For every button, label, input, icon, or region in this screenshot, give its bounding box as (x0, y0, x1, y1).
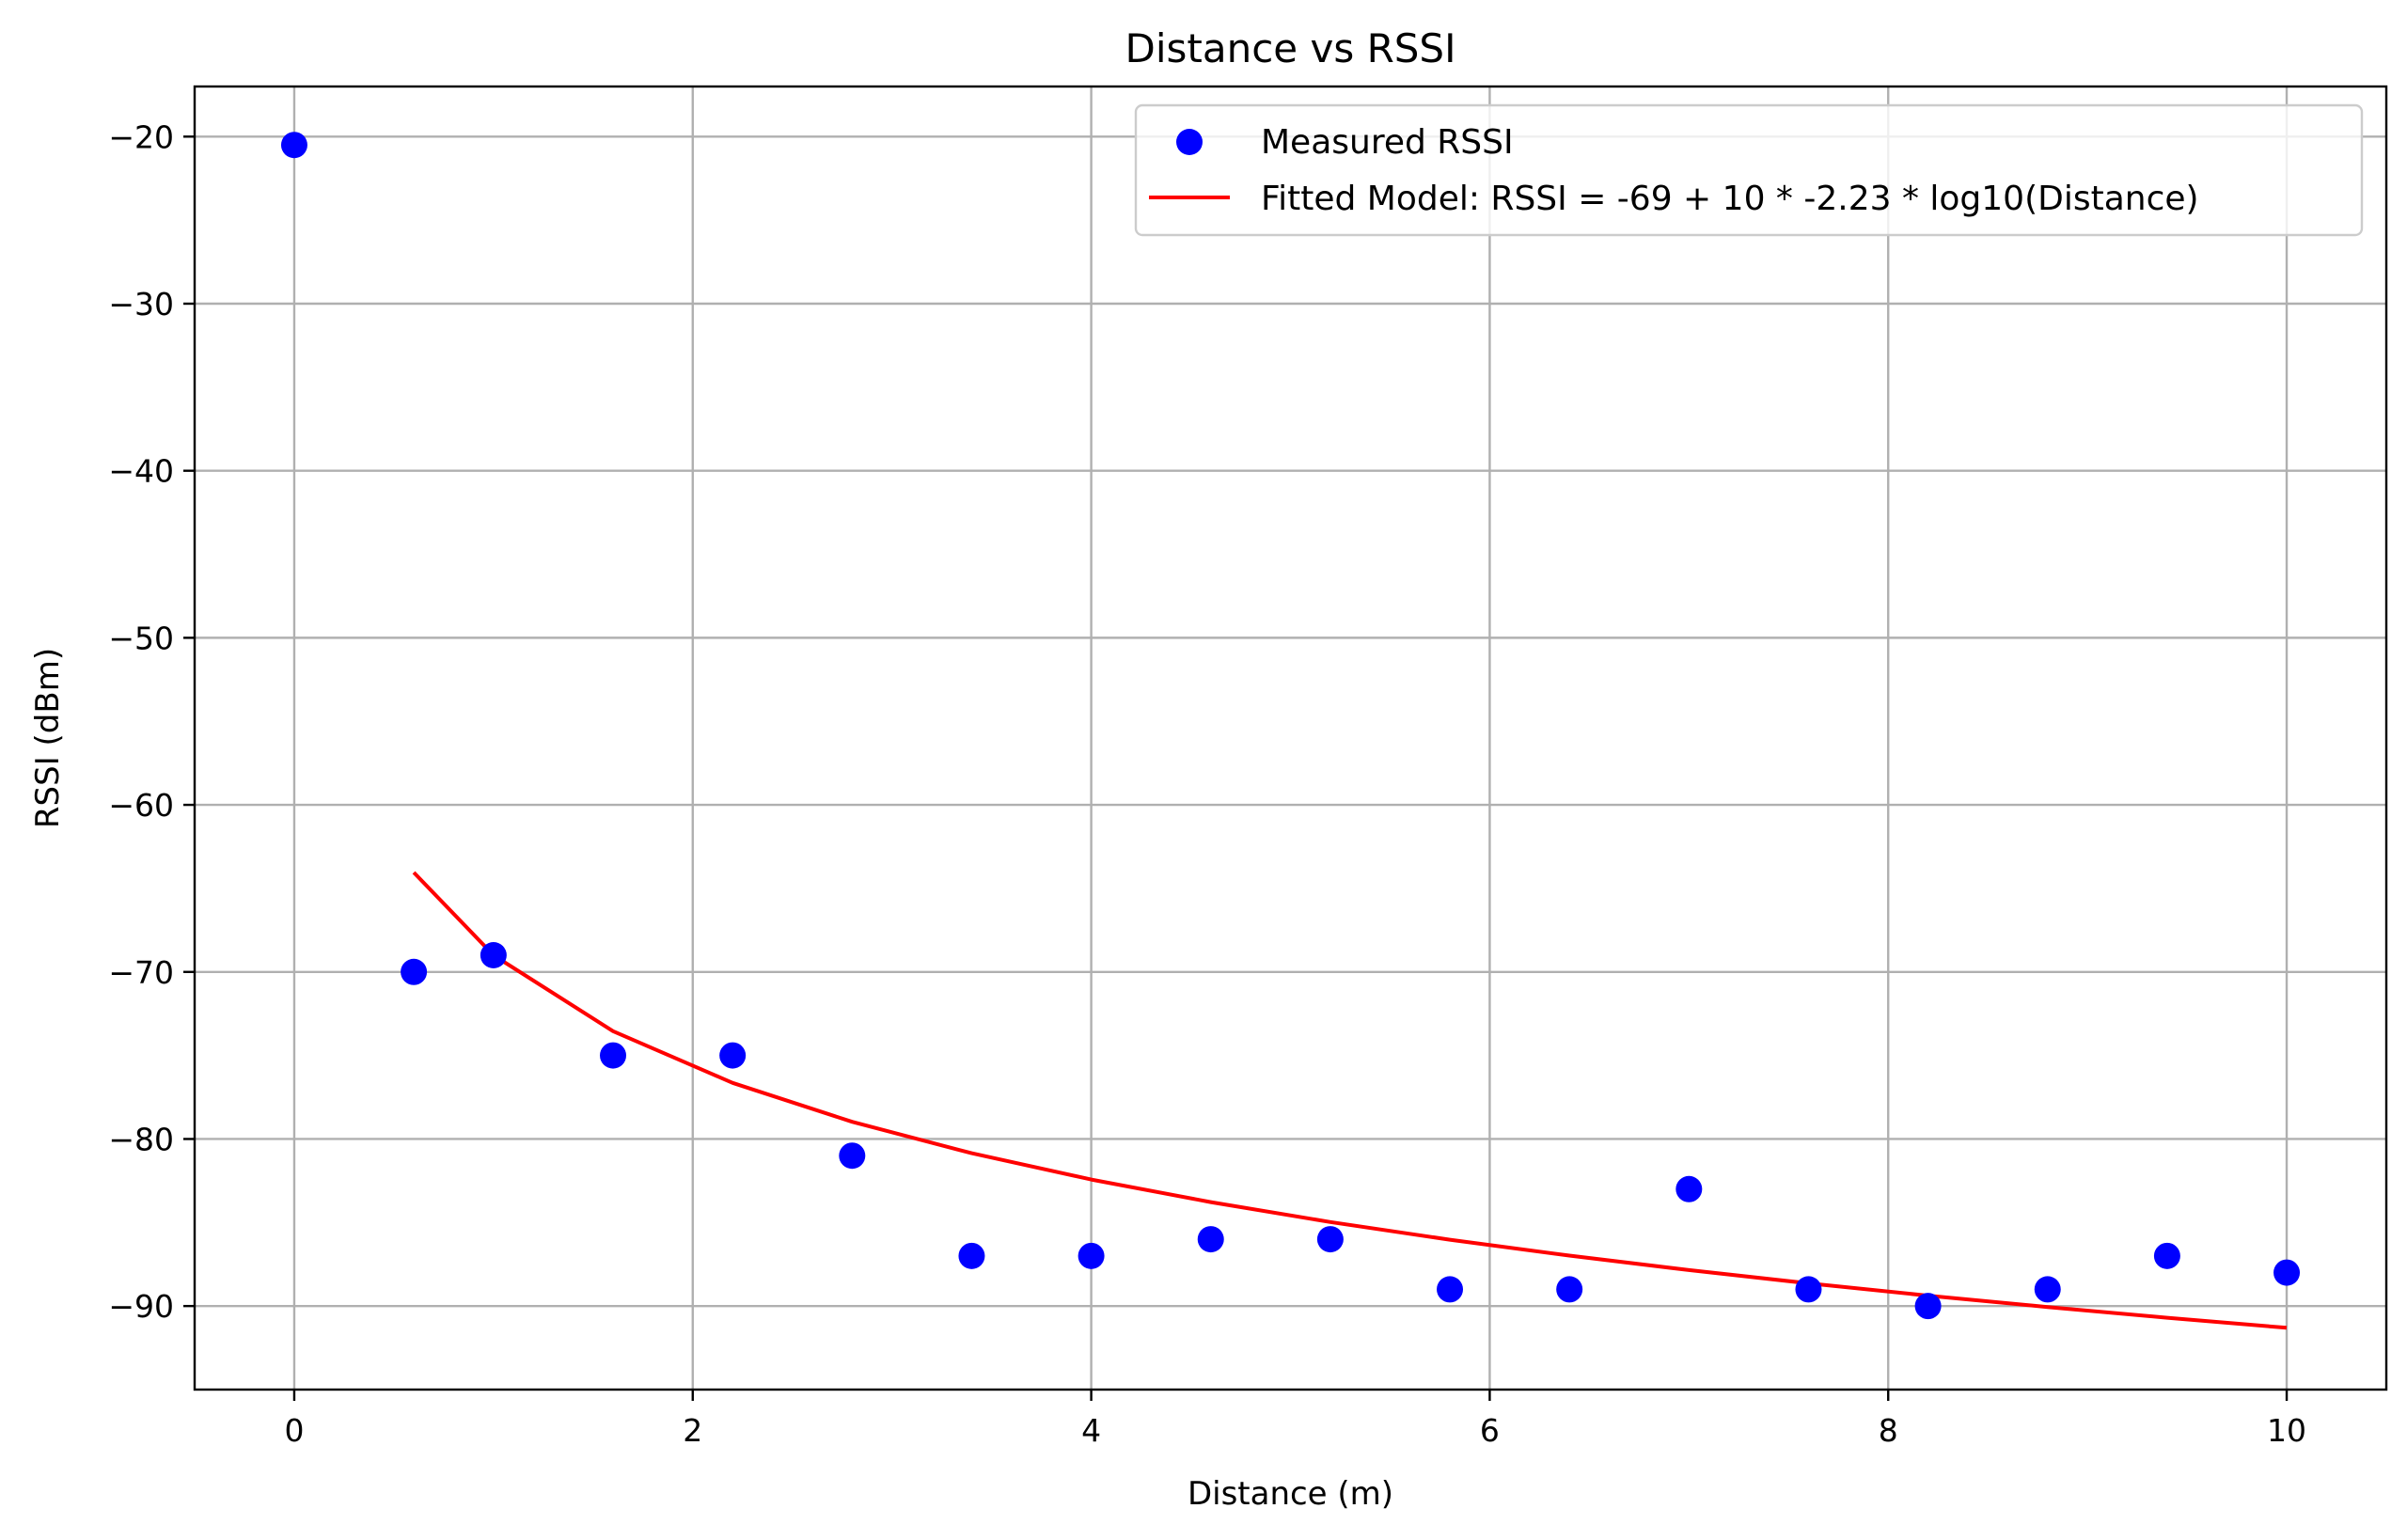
grid (195, 86, 2386, 1390)
y-tick-label: −50 (108, 620, 174, 656)
y-tick-label: −30 (108, 286, 174, 322)
measured-rssi-point (1316, 1226, 1344, 1253)
x-tick-label: 4 (1081, 1412, 1101, 1449)
scatter-points-layer (280, 132, 2301, 1320)
measured-rssi-point (2153, 1242, 2180, 1269)
measured-rssi-point (1795, 1276, 1822, 1303)
measured-rssi-point (2034, 1276, 2061, 1303)
measured-rssi-point (1197, 1226, 1224, 1253)
chart-title: Distance vs RSSI (1125, 25, 1456, 71)
x-axis-label: Distance (m) (1188, 1475, 1393, 1513)
measured-rssi-point (280, 132, 307, 159)
y-tick-label: −90 (108, 1288, 174, 1325)
y-axis-label: RSSI (dBm) (29, 648, 67, 828)
y-tick-label: −40 (108, 453, 174, 490)
measured-rssi-point (401, 958, 428, 985)
legend: Measured RSSI Fitted Model: RSSI = -69 +… (1134, 103, 2364, 237)
legend-box (1134, 103, 2364, 237)
y-tick-label: −80 (108, 1121, 174, 1157)
x-tick-label: 10 (2267, 1412, 2306, 1449)
y-tick-label: −70 (108, 954, 174, 991)
y-tick-label: −60 (108, 787, 174, 824)
measured-rssi-point (1078, 1242, 1105, 1269)
plot-frame (193, 85, 2388, 1391)
measured-rssi-point (2273, 1259, 2301, 1286)
measured-rssi-point (839, 1142, 866, 1170)
x-tick-label: 6 (1480, 1412, 1500, 1449)
measured-rssi-point (600, 1042, 627, 1069)
measured-rssi-point (1914, 1293, 1942, 1320)
x-tick-label: 0 (284, 1412, 304, 1449)
legend-label-measured-rssi: Measured RSSI (1261, 123, 1514, 162)
y-tick-label: −20 (108, 118, 174, 155)
fitted-model-line (412, 871, 2288, 1330)
fitted-line-layer (412, 871, 2288, 1330)
measured-rssi-point (958, 1242, 985, 1269)
measured-rssi-point (480, 942, 507, 968)
measured-rssi-point (719, 1042, 747, 1069)
x-tick-label: 8 (1879, 1412, 1898, 1449)
axis-ticks: 0 2 4 6 8 10 −20 −30 −40 −50 −60 −70 −80 −90 (108, 118, 2306, 1449)
x-tick-label: 2 (683, 1412, 702, 1449)
legend-label-fitted-model: Fitted Model: RSSI = -69 + 10 * -2.23 * … (1261, 180, 2199, 218)
measured-rssi-point (1437, 1276, 1464, 1303)
legend-marker-measured-rssi (1176, 129, 1203, 155)
measured-rssi-point (1556, 1276, 1583, 1303)
measured-rssi-point (1675, 1175, 1703, 1202)
